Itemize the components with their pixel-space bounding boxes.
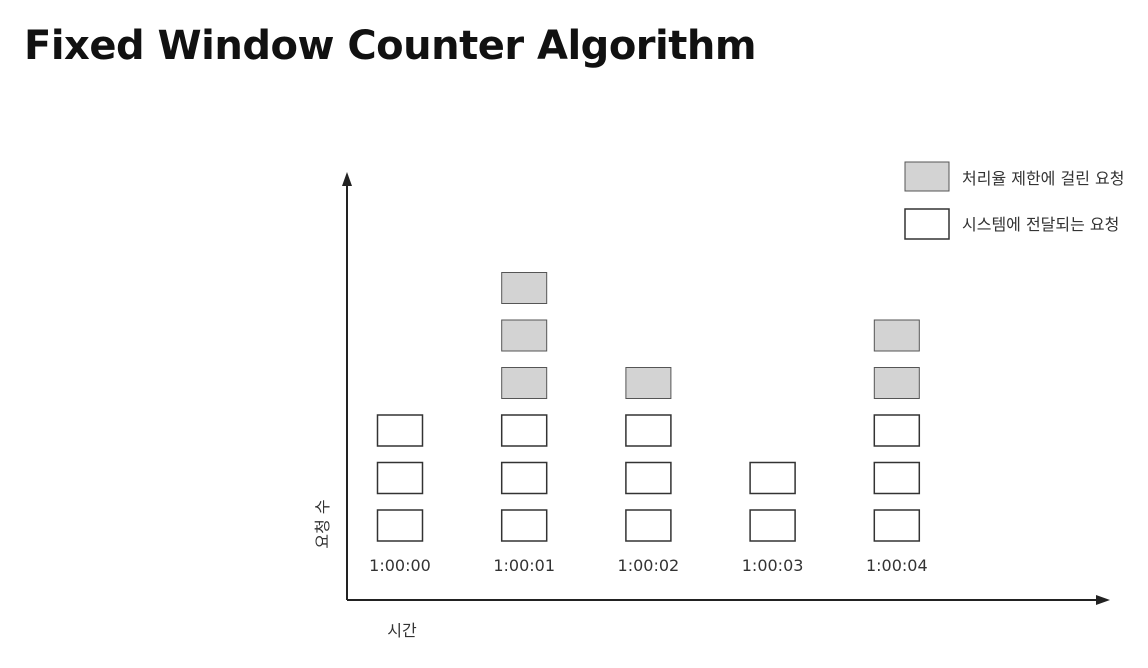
limited-request-box	[501, 367, 548, 399]
limited-request-box	[501, 319, 548, 352]
time-tick-label: 1:00:00	[369, 556, 431, 575]
legend-limited-label: 처리율 제한에 걸린 요청	[962, 169, 1124, 188]
time-tick-label: 1:00:04	[866, 556, 928, 575]
time-tick-label: 1:00:02	[618, 556, 680, 575]
page-title: Fixed Window Counter Algorithm	[24, 23, 757, 69]
time-tick-labels: 1:00:00 1:00:01 1:00:02 1:00:03 1:00:04	[369, 556, 927, 575]
passed-request-box	[873, 414, 921, 447]
legend-passed-label: 시스템에 전달되는 요청	[962, 215, 1119, 234]
passed-request-box	[749, 461, 796, 495]
legend-passed-swatch	[904, 208, 950, 240]
passed-request-box	[376, 414, 424, 447]
passed-request-box	[873, 461, 921, 495]
x-axis-arrow	[1096, 595, 1110, 605]
passed-request-box	[625, 461, 672, 495]
legend-limited-swatch	[904, 161, 950, 192]
time-tick-label: 1:00:03	[742, 556, 804, 575]
limited-request-box	[501, 272, 548, 304]
y-axis-label: 요청 수	[313, 499, 332, 548]
passed-request-box	[500, 461, 548, 495]
limited-request-box	[873, 319, 920, 352]
passed-request-box	[873, 509, 921, 542]
passed-request-box	[625, 509, 672, 542]
y-axis-arrow	[342, 172, 352, 186]
passed-request-box	[625, 414, 672, 447]
passed-request-box	[376, 461, 424, 495]
passed-request-box	[749, 509, 796, 542]
legend: 처리율 제한에 걸린 요청 시스템에 전달되는 요청	[904, 161, 1124, 240]
limited-request-box	[625, 367, 672, 399]
request-boxes	[376, 272, 921, 542]
time-tick-label: 1:00:01	[493, 556, 555, 575]
x-axis-label: 시간	[387, 621, 417, 640]
passed-request-box	[376, 509, 424, 542]
passed-request-box	[500, 414, 548, 447]
limited-request-box	[873, 367, 920, 399]
passed-request-box	[500, 509, 548, 542]
